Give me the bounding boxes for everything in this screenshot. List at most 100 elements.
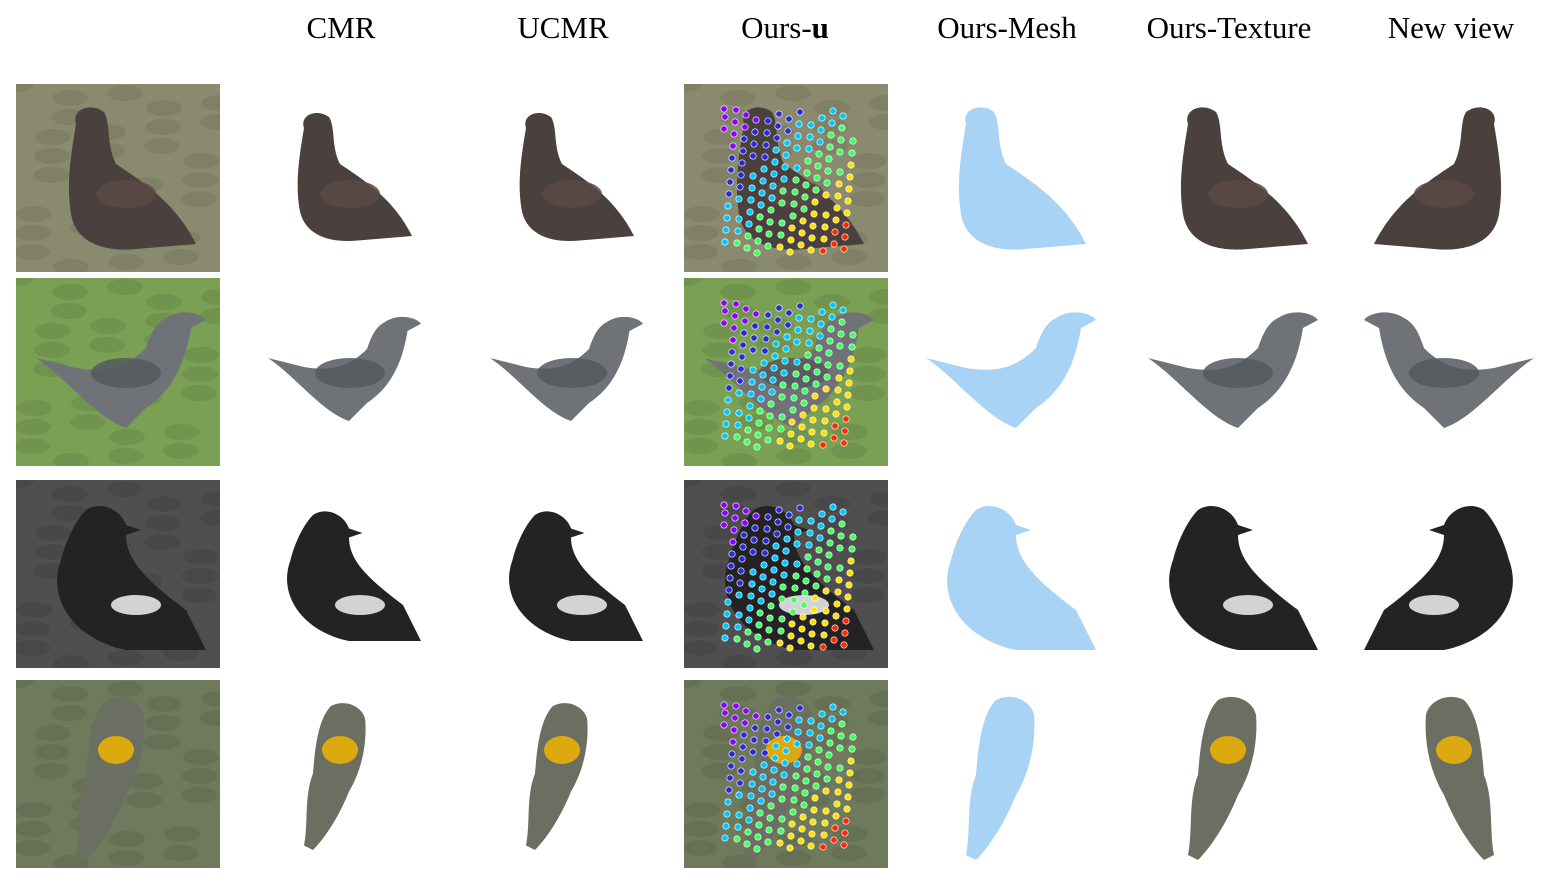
keypoint-dot: [733, 239, 741, 247]
keypoint-dot: [848, 343, 856, 351]
keypoint-dot: [816, 332, 824, 340]
keypoint-dot: [774, 718, 782, 726]
keypoint-dot: [787, 430, 795, 438]
photo-texture: [794, 792, 830, 808]
keypoint-dot: [807, 440, 815, 448]
keypoint-dot: [769, 778, 777, 786]
keypoint-dot: [749, 346, 757, 354]
keypoint-dot: [792, 572, 800, 580]
keypoint-dot: [842, 617, 850, 625]
keypoint-dot: [824, 563, 832, 571]
keypoint-dot: [720, 319, 728, 327]
photo-texture: [33, 167, 69, 183]
bird-shape: [287, 511, 421, 641]
keypoint-dot: [728, 154, 736, 162]
keypoint-dot: [819, 247, 827, 255]
photo-texture: [776, 254, 812, 270]
photo-texture: [849, 587, 885, 603]
bird-accent: [557, 595, 607, 615]
bird-shape: [744, 696, 813, 860]
keypoint-dot: [735, 195, 743, 203]
keypoint-dot: [747, 390, 755, 398]
keypoint-dot: [771, 754, 779, 762]
ours-u-keypoints-row-4: [684, 680, 888, 868]
keypoint-dot: [806, 133, 814, 141]
keypoint-dot: [786, 644, 794, 652]
keypoint-dot: [738, 555, 746, 563]
keypoint-dot: [806, 729, 814, 737]
keypoint-dot: [771, 554, 779, 562]
keypoint-dot: [819, 441, 827, 449]
photo-texture: [703, 525, 739, 541]
keypoint-dot: [721, 307, 729, 315]
photo-texture: [201, 95, 220, 111]
keypoint-dot: [825, 349, 833, 357]
keypoint-dot: [732, 300, 740, 308]
keypoint-dot: [814, 758, 822, 766]
keypoint-dot: [744, 828, 752, 836]
keypoint-dot: [744, 628, 752, 636]
photo-texture: [684, 802, 720, 818]
photo-texture: [720, 486, 756, 502]
keypoint-dot: [749, 748, 757, 756]
keypoint-dot: [842, 221, 850, 229]
keypoint-dot: [750, 140, 758, 148]
keypoint-dot: [726, 774, 734, 782]
photo-texture: [107, 681, 143, 697]
keypoint-dot: [765, 230, 773, 238]
input-photo-row-2: [16, 278, 220, 466]
keypoint-dot: [777, 827, 785, 835]
keypoint-dot: [731, 118, 739, 126]
keypoint-dot: [823, 373, 831, 381]
keypoint-dot: [734, 623, 742, 631]
keypoint-dot: [759, 177, 767, 185]
header-ours-u: Ours-u: [741, 10, 829, 45]
keypoint-dot: [782, 345, 790, 353]
keypoint-dot: [838, 318, 846, 326]
keypoint-dot: [840, 245, 848, 253]
keypoint-dot: [790, 796, 798, 804]
keypoint-dot: [836, 764, 844, 772]
keypoint-dot: [754, 431, 762, 439]
keypoint-dot: [831, 228, 839, 236]
keypoint-dot: [728, 348, 736, 356]
keypoint-dot: [802, 577, 810, 585]
photo-texture: [721, 453, 757, 466]
keypoint-dot: [842, 817, 850, 825]
keypoint-dot: [801, 387, 809, 395]
keypoint-dot: [825, 155, 833, 163]
keypoint-dot: [784, 321, 792, 329]
photo-texture: [164, 424, 200, 440]
keypoint-dot: [737, 171, 745, 179]
keypoint-dot: [817, 722, 825, 730]
keypoint-dot: [814, 558, 822, 566]
keypoint-dot: [809, 222, 817, 230]
new-view-row-4: [1350, 680, 1554, 868]
keypoint-dot: [768, 194, 776, 202]
keypoint-dot: [743, 840, 751, 848]
keypoint-dot: [804, 157, 812, 165]
keypoint-dot: [819, 643, 827, 651]
keypoint-dot: [776, 243, 784, 251]
keypoint-dot: [801, 589, 809, 597]
keypoint-dot: [772, 742, 780, 750]
keypoint-dot: [755, 225, 763, 233]
keypoint-dot: [732, 106, 740, 114]
keypoint-dot: [835, 180, 843, 188]
keypoint-dot: [793, 740, 801, 748]
keypoint-dot: [821, 417, 829, 425]
photo-texture: [703, 725, 739, 741]
keypoint-dot: [766, 218, 774, 226]
keypoint-dot: [773, 530, 781, 538]
photo-texture: [16, 84, 34, 92]
keypoint-dot: [757, 797, 765, 805]
bird-shape: [1169, 505, 1318, 650]
keypoint-dot: [720, 105, 728, 113]
keypoint-dot: [812, 186, 820, 194]
keypoint-dot: [735, 215, 743, 223]
keypoint-dot: [807, 642, 815, 650]
keypoint-dot: [835, 374, 843, 382]
keypoint-dot: [731, 714, 739, 722]
bird-shape: [68, 107, 196, 250]
keypoint-dot: [836, 148, 844, 156]
